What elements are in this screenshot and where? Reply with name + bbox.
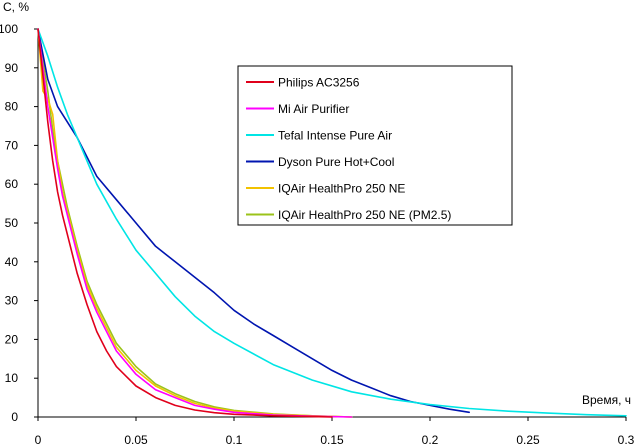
y-tick-label: 90 — [5, 61, 19, 75]
legend-label: Mi Air Purifier — [278, 102, 349, 116]
y-tick-label: 20 — [5, 332, 19, 346]
y-tick-label: 30 — [5, 294, 19, 308]
legend: Philips AC3256 Mi Air Purifier Tefal Inten… — [237, 65, 513, 226]
series-line — [37, 28, 353, 418]
legend-label: Tefal Intense Pure Air — [278, 129, 392, 143]
y-tick-label: 10 — [5, 371, 19, 385]
x-tick-label: 0.2 — [422, 433, 439, 446]
x-tick-label: 0.25 — [516, 433, 540, 446]
x-tick-labels: 0 0.05 0.1 0.15 0.2 0.25 0.3 — [35, 417, 635, 446]
y-tick-label: 70 — [5, 138, 19, 152]
x-tick-label: 0.15 — [320, 433, 344, 446]
y-tick-labels: 0 10 20 30 40 50 60 70 80 90 100 — [0, 22, 38, 424]
series-line — [37, 28, 627, 417]
y-tick-label: 60 — [5, 177, 19, 191]
x-tick-label: 0.3 — [618, 433, 635, 446]
y-axis-label: С, % — [3, 0, 29, 14]
x-tick-label: 0.05 — [124, 433, 148, 446]
x-tick-label: 0 — [35, 433, 42, 446]
x-tick-label: 0.1 — [226, 433, 243, 446]
legend-label: IQAir HealthPro 250 NE (PM2.5) — [278, 208, 451, 222]
legend-label: Philips AC3256 — [278, 76, 360, 90]
series-lines — [37, 28, 627, 418]
legend-label: Dyson Pure Hot+Cool — [278, 155, 394, 169]
y-tick-label: 50 — [5, 216, 19, 230]
y-tick-label: 40 — [5, 255, 19, 269]
y-tick-label: 80 — [5, 100, 19, 114]
legend-label: IQAir HealthPro 250 NE — [278, 182, 405, 196]
series-line — [37, 28, 333, 418]
x-axis-label: Время, ч — [582, 393, 631, 407]
series-line — [37, 28, 353, 418]
series-line — [37, 28, 353, 418]
y-tick-label: 100 — [0, 22, 18, 36]
y-tick-label: 0 — [11, 410, 18, 424]
legend-box — [237, 65, 513, 226]
